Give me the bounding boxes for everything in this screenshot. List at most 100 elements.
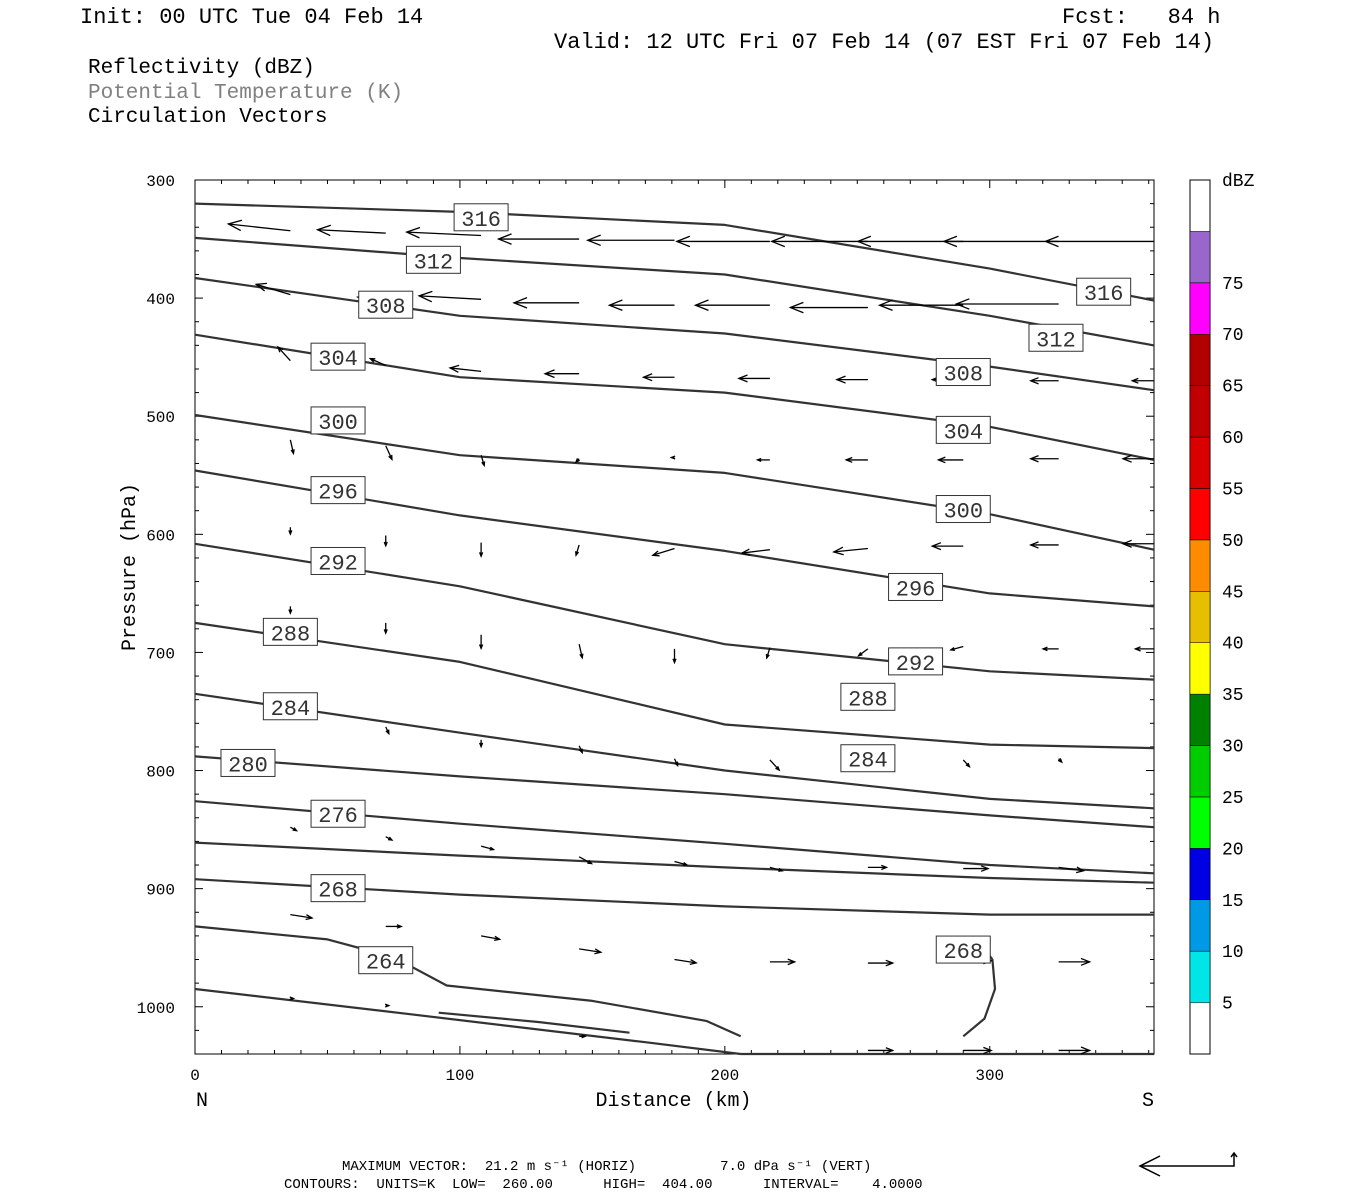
wind-vector xyxy=(769,958,797,966)
vector-head xyxy=(856,235,872,248)
theta-contour xyxy=(194,542,1155,681)
wind-vector xyxy=(478,634,484,651)
colorbar-bin xyxy=(1189,899,1211,952)
vector-head xyxy=(1028,377,1039,385)
wind-vector xyxy=(641,373,675,382)
vector-head xyxy=(1075,866,1086,874)
x-tick-label: 200 xyxy=(710,1067,739,1085)
max-vector-note: MAXIMUM VECTOR: 21.2 m s⁻¹ (HORIZ) 7.0 d… xyxy=(342,1159,872,1175)
vector-shaft xyxy=(256,283,291,296)
wind-vector xyxy=(368,357,387,367)
contour-label: 284 xyxy=(262,692,318,722)
wind-vector xyxy=(930,542,964,551)
vector-shaft xyxy=(385,445,393,460)
vector-head xyxy=(737,374,748,383)
vector-head xyxy=(368,357,376,363)
wind-vector xyxy=(651,547,675,557)
vector-head xyxy=(835,375,846,384)
vector-shaft xyxy=(277,346,291,362)
wind-vector xyxy=(385,836,394,841)
colorbar-label: 75 xyxy=(1222,275,1244,295)
contour-label-text: 292 xyxy=(896,652,936,677)
vector-head xyxy=(581,1034,588,1039)
wind-vector xyxy=(383,622,388,635)
contour-label: 300 xyxy=(935,495,991,525)
south-label: S xyxy=(1142,1090,1154,1113)
contour-label: 292 xyxy=(310,546,366,576)
colorbar-label: 50 xyxy=(1222,532,1244,552)
wind-vector xyxy=(1028,541,1059,549)
north-label: N xyxy=(196,1090,208,1113)
vector-head xyxy=(496,233,512,245)
wind-vector xyxy=(1058,957,1092,966)
contour-label-text: 304 xyxy=(943,420,983,445)
wind-vector xyxy=(1121,454,1154,463)
contour-label-text: 268 xyxy=(318,879,358,904)
vector-head xyxy=(675,235,691,248)
contour-label: 308 xyxy=(935,358,991,388)
vector-head xyxy=(288,609,293,615)
colorbar-bin xyxy=(1189,282,1211,335)
wind-vector xyxy=(867,864,889,871)
vector-head xyxy=(755,457,762,463)
wind-vector xyxy=(857,648,869,657)
vector-head xyxy=(1028,455,1039,463)
vector-head xyxy=(481,461,486,468)
vector-head xyxy=(669,455,676,460)
contour-label-text: 280 xyxy=(228,753,268,778)
vector-shaft xyxy=(1058,866,1084,872)
wind-vector xyxy=(936,456,964,464)
vector-head xyxy=(980,865,990,872)
vector-head xyxy=(385,729,390,736)
vector-shaft xyxy=(480,935,500,940)
wind-vector xyxy=(835,375,868,384)
y-tick-label: 500 xyxy=(146,409,175,427)
contour-label-box xyxy=(310,874,366,903)
vector-head xyxy=(885,959,895,967)
colorbar-label: 60 xyxy=(1222,429,1244,449)
theta-contour xyxy=(194,202,1155,302)
wind-vector xyxy=(1133,646,1154,652)
theta-contour xyxy=(194,800,1155,875)
colorbar-bin xyxy=(1189,693,1211,746)
contour-label-text: 316 xyxy=(461,208,501,233)
vector-head xyxy=(276,345,284,353)
vector-head xyxy=(226,219,243,232)
vector-head xyxy=(1080,1046,1092,1055)
vector-head xyxy=(587,859,594,865)
vector-head xyxy=(578,748,583,755)
vector-head xyxy=(254,282,267,292)
vector-head xyxy=(290,449,295,456)
vector-head xyxy=(1041,646,1048,652)
contour-label: 280 xyxy=(220,748,276,778)
vector-head xyxy=(1130,377,1139,384)
vector-head xyxy=(478,552,484,558)
wind-vector xyxy=(579,1034,588,1039)
contour-label-box xyxy=(888,647,944,676)
vector-shaft xyxy=(674,958,697,964)
contour-label: 296 xyxy=(310,476,366,506)
reference-vector xyxy=(1138,1151,1238,1177)
wind-vector xyxy=(478,542,484,558)
wind-vector xyxy=(480,845,496,851)
colorbar-label: 35 xyxy=(1222,686,1244,706)
vector-head xyxy=(965,762,971,769)
theta-contour xyxy=(194,692,1155,810)
reference-vector-shaft xyxy=(1140,1153,1235,1167)
vector-shaft xyxy=(317,229,386,234)
vector-shaft xyxy=(450,367,482,372)
contour-label-box xyxy=(310,476,366,505)
wind-vector xyxy=(867,959,895,967)
colorbar-label: 20 xyxy=(1222,840,1244,860)
vector-head xyxy=(585,234,601,247)
contour-label-box xyxy=(405,245,461,274)
wind-vector xyxy=(675,235,770,248)
contour-label: 312 xyxy=(405,245,461,275)
colorbar-label: 55 xyxy=(1222,480,1244,500)
y-tick-label: 700 xyxy=(146,645,175,663)
wind-vector xyxy=(578,644,584,660)
wind-vector xyxy=(1028,455,1059,463)
contour-label-text: 284 xyxy=(271,697,311,722)
vector-head xyxy=(674,761,679,768)
